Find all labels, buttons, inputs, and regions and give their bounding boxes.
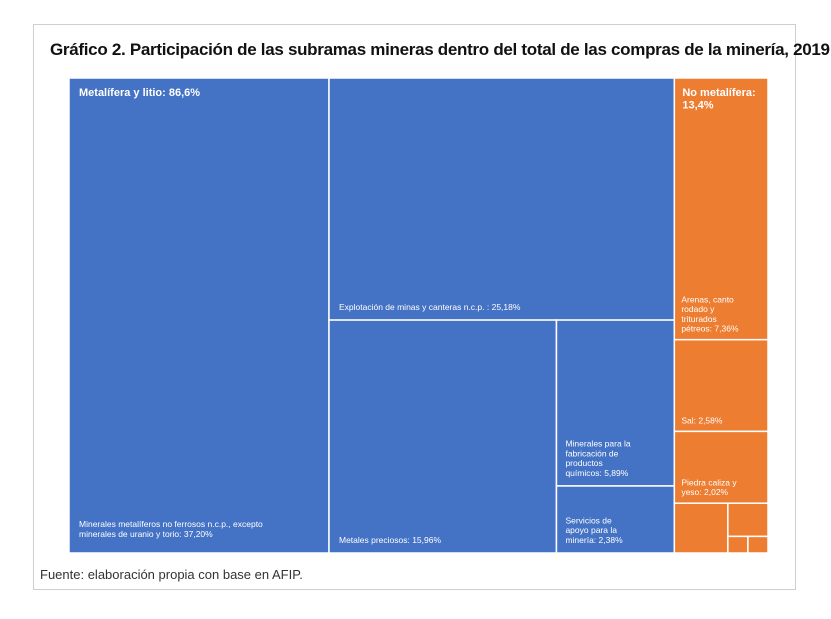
tile-label: Arenas, canto — [681, 294, 734, 304]
tile-label: minería: 2,38% — [565, 535, 623, 545]
tile-metales-preciosos — [328, 319, 558, 554]
tile-explotacion-minas — [328, 77, 676, 321]
tile-sal — [673, 338, 769, 433]
tile-label: fabricación de — [565, 448, 618, 458]
tile-otros-2 — [727, 502, 769, 538]
tile-label: yeso: 2,02% — [681, 487, 728, 497]
tile-label: pétreos: 7,36% — [681, 324, 739, 334]
tile-arenas — [673, 77, 769, 341]
source-note: Fuente: elaboración propia con base en A… — [40, 567, 303, 582]
tile-label: Metales preciosos: 15,96% — [339, 535, 441, 545]
tile-piedra-caliza — [673, 430, 769, 504]
tile-label: químicos: 5,89% — [565, 468, 628, 478]
tile-label: Minerales metalíferos no ferrosos n.c.p.… — [79, 519, 263, 529]
tile-label: Servicios de — [565, 515, 612, 525]
tile-label: Minerales para la — [565, 439, 630, 449]
tile-label: Sal: 2,58% — [681, 415, 723, 425]
tile-label: Explotación de minas y canteras n.c.p. :… — [339, 302, 521, 312]
group-label-no-metalifera: 13,4% — [682, 100, 713, 112]
group-label-metalifera: Metalífera y litio: 86,6% — [79, 87, 200, 99]
tile-label: apoyo para la — [565, 525, 617, 535]
tile-label: rodado y — [681, 304, 715, 314]
tile-label: minerales de uranio y torio: 37,20% — [79, 529, 213, 539]
tile-label: productos — [565, 458, 602, 468]
chart-title: Gráfico 2. Participación de las subramas… — [50, 40, 830, 59]
tile-label: Piedra caliza y — [681, 477, 737, 487]
tile-minerales-metaliferos — [68, 77, 330, 554]
tile-otros-4 — [747, 535, 769, 554]
tile-otros-1 — [673, 502, 729, 554]
group-label-no-metalifera: No metalífera: — [682, 87, 755, 99]
tile-otros-3 — [727, 535, 749, 554]
tile-label: triturados — [681, 314, 716, 324]
